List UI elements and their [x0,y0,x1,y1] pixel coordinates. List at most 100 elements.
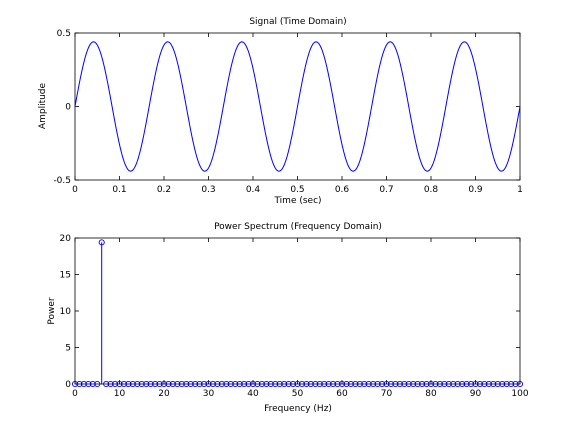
spectrum-point [76,380,83,388]
spectrum-point [134,380,141,388]
time-y-tick-label: -0.5 [53,176,71,186]
spectrum-point [494,380,501,388]
spectrum-point [289,380,297,388]
spectrum-point [338,380,346,388]
freq-x-tick-label: 0 [72,389,78,399]
spectrum-point [503,380,510,388]
spectrum-point [423,380,430,388]
time-x-tick-label: 0 [72,185,78,195]
spectrum-point [214,380,221,388]
spectrum-point [138,380,145,388]
spectrum-point [441,380,448,388]
spectrum-point [361,380,368,388]
spectrum-point [276,380,283,388]
freq-x-tick-label: 10 [114,389,126,399]
spectrum-point [71,380,79,388]
spectrum-point [218,380,225,388]
spectrum-point [419,380,426,388]
time-domain-axes: Signal (Time Domain) 0 0.1 0.2 0.3 0.4 0.5 0.6… [38,17,523,206]
spectrum-point [98,239,105,246]
spectrum-point [427,380,435,388]
spectrum-point [383,380,390,388]
spectrum-point [236,380,243,388]
spectrum-point [116,380,123,388]
spectrum-point [307,380,314,388]
spectrum-point [298,380,306,388]
spectrum-point [107,380,114,388]
spectrum-point [160,380,168,388]
frequency-domain-x-axis-label: Frequency (Hz) [264,404,332,414]
spectrum-point [312,380,319,388]
spectrum-point [396,380,403,388]
spectrum-point [258,380,265,388]
spectrum-point [94,380,101,388]
spectrum-point [450,380,457,388]
frequency-domain-stems [71,239,524,388]
spectrum-point [325,380,332,388]
spectrum-point [249,380,257,388]
spectrum-point [463,380,470,388]
time-x-tick-label: 0.1 [112,185,126,195]
spectrum-point [414,380,421,388]
spectrum-point [85,380,92,388]
spectrum-point [392,380,399,388]
time-domain-title: Signal (Time Domain) [249,17,346,27]
spectrum-point [445,380,452,388]
freq-x-tick-label: 60 [336,389,348,399]
freq-y-tick-label: 20 [60,234,72,244]
freq-x-tick-label: 90 [470,389,482,399]
time-x-tick-label: 0.9 [468,185,483,195]
spectrum-point [436,380,443,388]
spectrum-point [370,380,377,388]
freq-x-tick-label: 100 [511,389,528,399]
time-x-tick-label: 0.4 [246,185,261,195]
spectrum-point [365,380,372,388]
time-x-tick-label: 0.3 [201,185,215,195]
freq-x-tick-label: 20 [158,389,170,399]
spectrum-point [174,380,181,388]
spectrum-point [334,380,341,388]
spectrum-point [316,380,323,388]
spectrum-point [343,380,350,388]
spectrum-point [352,380,359,388]
spectrum-point [227,380,234,388]
spectrum-point [152,380,159,388]
spectrum-point [330,380,337,388]
spectrum-point [169,380,176,388]
spectrum-point [192,380,199,388]
spectrum-point [378,380,386,388]
spectrum-point [200,380,208,388]
spectrum-point [125,380,132,388]
spectrum-point [183,380,190,388]
time-x-tick-label: 0.7 [379,185,393,195]
freq-y-tick-label: 0 [65,380,71,390]
spectrum-point [205,380,212,388]
spectrum-point [387,380,395,388]
freq-y-tick-label: 10 [60,307,72,317]
time-y-tick-label: 0.5 [57,29,71,39]
spectrum-point [165,380,172,388]
spectrum-point [267,380,274,388]
spectrum-point [103,380,110,388]
spectrum-point [512,380,519,388]
spectrum-point [281,380,288,388]
time-domain-x-ticks: 0 0.1 0.2 0.3 0.4 0.5 0.6 0.7 0.8 0.9 1 [72,33,523,195]
spectrum-point [285,380,292,388]
spectrum-point [476,380,484,388]
spectrum-point [120,380,127,388]
spectrum-point [508,380,515,388]
spectrum-point [294,380,301,388]
spectrum-point [241,380,248,388]
time-x-tick-label: 0.2 [157,185,171,195]
freq-x-tick-label: 80 [425,389,437,399]
freq-x-tick-label: 40 [247,389,259,399]
frequency-domain-plot-area [74,237,521,385]
spectrum-point [347,380,354,388]
spectrum-point [254,380,261,388]
spectrum-point [129,380,136,388]
spectrum-point [454,380,461,388]
spectrum-point [459,380,466,388]
spectrum-point [209,380,216,388]
time-x-tick-label: 0.6 [335,185,350,195]
